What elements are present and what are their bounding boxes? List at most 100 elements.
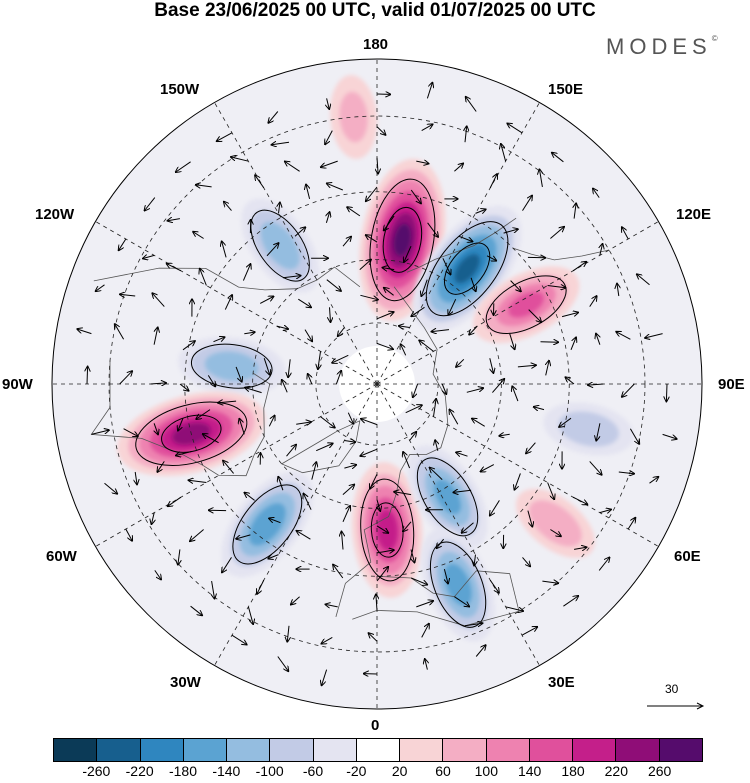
- lon-label-30e: 30E: [548, 674, 575, 691]
- wind-vector: [416, 601, 433, 608]
- wind-vector: [176, 161, 191, 172]
- wind-vector: [145, 197, 156, 211]
- wind-vector: [598, 558, 609, 571]
- wind-vector: [279, 203, 280, 214]
- wind-vector: [627, 518, 635, 530]
- wind-vector: [366, 235, 378, 243]
- colorbar-swatch: [313, 739, 357, 761]
- wind-vector: [218, 401, 237, 403]
- colorbar-tick-label: -100: [255, 763, 284, 779]
- wind-vector: [143, 255, 155, 258]
- wind-vector: [475, 209, 486, 213]
- meridian-line: [376, 215, 670, 385]
- wind-vector: [366, 186, 378, 201]
- anomaly-cell: [412, 205, 522, 332]
- wind-vector: [526, 442, 536, 454]
- wind-vector: [115, 324, 125, 340]
- wind-vector: [649, 477, 659, 484]
- contour: [190, 343, 273, 389]
- coastline: [512, 247, 610, 261]
- wind-vector: [333, 565, 344, 579]
- wind-vector: [593, 189, 600, 198]
- wind-vector: [528, 309, 541, 322]
- meridian-line: [208, 91, 378, 385]
- wind-vector: [394, 492, 412, 495]
- wind-vector: [207, 375, 215, 386]
- wind-vector: [618, 472, 634, 474]
- coastline: [335, 286, 449, 618]
- lon-label-60w: 60W: [46, 548, 77, 565]
- wind-vector: [489, 579, 499, 593]
- wind-vector: [335, 371, 341, 385]
- wind-vector: [236, 534, 251, 539]
- wind-vector: [212, 581, 215, 598]
- wind-vector: [91, 430, 108, 435]
- coastline: [352, 570, 520, 627]
- wind-vector: [203, 434, 219, 444]
- wind-vector: [456, 452, 468, 456]
- wind-vector: [178, 418, 184, 430]
- colorbar-tick-label: -140: [212, 763, 241, 779]
- colorbar-swatch: [659, 739, 702, 761]
- wind-vector: [347, 207, 361, 217]
- wind-vector: [550, 529, 561, 537]
- wind-vector: [344, 465, 356, 468]
- wind-vector: [470, 277, 476, 291]
- wind-vector: [521, 627, 537, 636]
- wind-vector: [369, 633, 378, 642]
- wind-vector: [245, 388, 262, 394]
- wind-vector: [377, 157, 378, 174]
- wind-vector: [347, 412, 353, 424]
- wind-vector: [325, 130, 333, 145]
- wind-vector: [469, 325, 478, 335]
- wind-vector: [190, 529, 204, 542]
- wind-vector: [437, 538, 444, 548]
- wind-vector: [376, 126, 385, 135]
- wind-vector: [411, 549, 415, 563]
- colorbar-tick-label: 60: [435, 763, 451, 779]
- wind-vector: [330, 307, 331, 322]
- wind-vector: [96, 284, 105, 291]
- wind-vector: [574, 203, 576, 219]
- colorbar-tick-label: 220: [604, 763, 629, 779]
- colorbar-tick-label: 20: [391, 763, 408, 779]
- wind-vector: [499, 434, 510, 436]
- colorbar-swatch: [97, 739, 141, 761]
- wind-vector: [104, 482, 118, 494]
- anomaly-cell: [515, 488, 595, 558]
- wind-vector: [481, 464, 495, 472]
- colorbar-swatch: [529, 739, 574, 761]
- reference-vector: 30: [645, 682, 707, 712]
- colorbar-tick-label: -180: [168, 763, 198, 779]
- wind-vector: [432, 330, 450, 332]
- wind-vector: [419, 340, 434, 352]
- wind-vector: [217, 132, 233, 141]
- wind-vector: [376, 312, 394, 320]
- graticule: [52, 59, 702, 709]
- wind-vector: [466, 97, 477, 112]
- wind-vector: [405, 405, 422, 414]
- wind-vector: [466, 388, 483, 393]
- wind-vector: [501, 144, 507, 162]
- wind-vector: [321, 160, 338, 167]
- wind-vector: [559, 417, 572, 427]
- wind-vector: [278, 477, 284, 491]
- wind-vector: [196, 185, 212, 187]
- reference-arrow-icon: [647, 702, 705, 710]
- wind-vector: [454, 596, 469, 607]
- lon-label-150e: 150E: [548, 81, 584, 98]
- wind-vector: [409, 432, 417, 441]
- wind-vector: [599, 510, 611, 513]
- wind-vector: [589, 296, 597, 307]
- wind-vector: [359, 260, 371, 270]
- wind-vector: [509, 333, 515, 350]
- wind-vector: [425, 659, 428, 670]
- wind-vector: [434, 399, 437, 417]
- wind-vector: [413, 383, 419, 397]
- wind-vector: [315, 444, 332, 452]
- wind-vector: [326, 279, 341, 291]
- wind-vector: [120, 294, 136, 296]
- wind-vector: [327, 98, 330, 109]
- wind-vector: [475, 645, 485, 657]
- lon-label-180: 180: [363, 36, 389, 53]
